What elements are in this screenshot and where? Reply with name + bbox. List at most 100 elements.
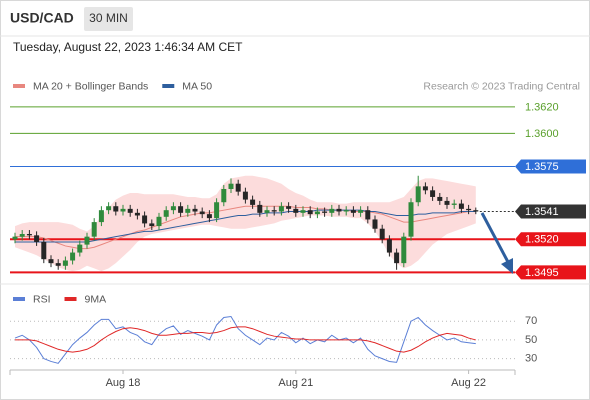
interval-box bbox=[84, 7, 133, 31]
candle-body bbox=[120, 208, 126, 212]
candle-body bbox=[77, 244, 83, 253]
candle-body bbox=[314, 211, 320, 215]
candle-body bbox=[466, 208, 472, 211]
legend-label: 9MA bbox=[85, 293, 107, 305]
candle-body bbox=[127, 208, 133, 213]
candle-body bbox=[350, 210, 356, 213]
candle-body bbox=[264, 210, 270, 213]
candle-body bbox=[415, 186, 421, 203]
bollinger-band bbox=[15, 175, 476, 272]
legend-swatch bbox=[64, 297, 77, 301]
candle-body bbox=[422, 186, 428, 191]
candle-body bbox=[307, 210, 313, 215]
indicator-line bbox=[15, 326, 476, 353]
candle-body bbox=[343, 210, 349, 212]
candle-body bbox=[444, 200, 450, 205]
level-label: 1.3541 bbox=[525, 206, 559, 218]
level-tag bbox=[515, 204, 586, 219]
candle-body bbox=[221, 189, 227, 203]
candle-body bbox=[192, 208, 198, 212]
candle-body bbox=[372, 219, 378, 229]
candle-body bbox=[293, 208, 299, 213]
interval: 30 MIN bbox=[89, 11, 128, 25]
candle-body bbox=[163, 210, 169, 217]
candle-body bbox=[250, 199, 256, 205]
candle-body bbox=[156, 216, 162, 227]
candle-body bbox=[98, 210, 104, 223]
candle-body bbox=[142, 215, 148, 224]
candle-body bbox=[286, 206, 292, 209]
legend-label: MA 20 + Bollinger Bands bbox=[33, 80, 148, 92]
candle-body bbox=[19, 234, 25, 237]
candle-body bbox=[401, 236, 407, 264]
candle-body bbox=[379, 228, 385, 240]
level-label: 1.3575 bbox=[525, 161, 559, 173]
level-label: 1.3600 bbox=[525, 128, 559, 140]
timestamp: Tuesday, August 22, 2023 1:46:34 AM CET bbox=[13, 40, 243, 54]
candle-body bbox=[235, 183, 241, 192]
candle-body bbox=[134, 212, 140, 216]
candle-body bbox=[48, 259, 54, 264]
x-tick-label: Aug 22 bbox=[451, 377, 486, 389]
main-layer: MA 20 + Bollinger Bands MA 50 Research © 2… bbox=[9, 80, 586, 389]
candle-body bbox=[329, 208, 335, 213]
y-tick-label: 30 bbox=[525, 353, 537, 365]
legend-label: MA 50 bbox=[182, 80, 212, 92]
candle-body bbox=[473, 210, 479, 212]
candle-body bbox=[278, 206, 284, 212]
candle-body bbox=[185, 208, 191, 213]
candle-body bbox=[26, 234, 32, 236]
candle-body bbox=[322, 211, 328, 213]
source: Research © 2023 Trading Central bbox=[423, 80, 580, 92]
candle-body bbox=[257, 204, 263, 213]
legend-label: RSI bbox=[33, 293, 51, 305]
candle-body bbox=[271, 210, 277, 212]
level-label: 1.3495 bbox=[525, 267, 559, 279]
candle-body bbox=[170, 206, 176, 211]
legend-swatch bbox=[13, 84, 25, 88]
legend-swatch bbox=[162, 84, 175, 88]
candle-body bbox=[12, 236, 18, 240]
level-tag bbox=[515, 265, 586, 280]
indicator-line bbox=[14, 316, 476, 364]
candle-body bbox=[84, 236, 90, 245]
legend-swatch bbox=[13, 297, 25, 301]
candle-body bbox=[451, 203, 457, 205]
candle-body bbox=[394, 252, 400, 264]
candle-body bbox=[178, 206, 184, 213]
candle-body bbox=[365, 210, 371, 220]
level-label: 1.3520 bbox=[525, 234, 559, 246]
forecast-arrow bbox=[480, 212, 510, 263]
candle-body bbox=[242, 191, 248, 200]
level-tag bbox=[515, 232, 586, 247]
candle-body bbox=[55, 263, 61, 266]
candle-body bbox=[408, 202, 414, 237]
candle-body bbox=[91, 222, 97, 237]
moving-average bbox=[15, 205, 476, 250]
candle-body bbox=[214, 202, 220, 219]
symbol: USD/CAD bbox=[10, 10, 74, 26]
candle-body bbox=[206, 214, 212, 219]
candle-body bbox=[228, 183, 234, 189]
candle-body bbox=[70, 252, 76, 261]
y-tick-label: 70 bbox=[525, 315, 537, 327]
candle-body bbox=[336, 208, 342, 212]
candle-body bbox=[437, 196, 443, 201]
x-tick-label: Aug 21 bbox=[278, 377, 313, 389]
candle-body bbox=[41, 241, 47, 260]
candle-body bbox=[358, 210, 364, 213]
candle-body bbox=[386, 239, 392, 253]
candle-body bbox=[149, 223, 155, 227]
candle-body bbox=[458, 203, 464, 209]
level-tag bbox=[515, 159, 586, 174]
moving-average bbox=[15, 209, 476, 243]
candle-body bbox=[62, 260, 68, 266]
candle-body bbox=[34, 235, 40, 242]
candle-body bbox=[106, 206, 112, 211]
y-tick-label: 50 bbox=[525, 334, 537, 346]
candle-body bbox=[430, 190, 436, 197]
x-tick-label: Aug 18 bbox=[106, 377, 141, 389]
candle-body bbox=[300, 210, 306, 213]
